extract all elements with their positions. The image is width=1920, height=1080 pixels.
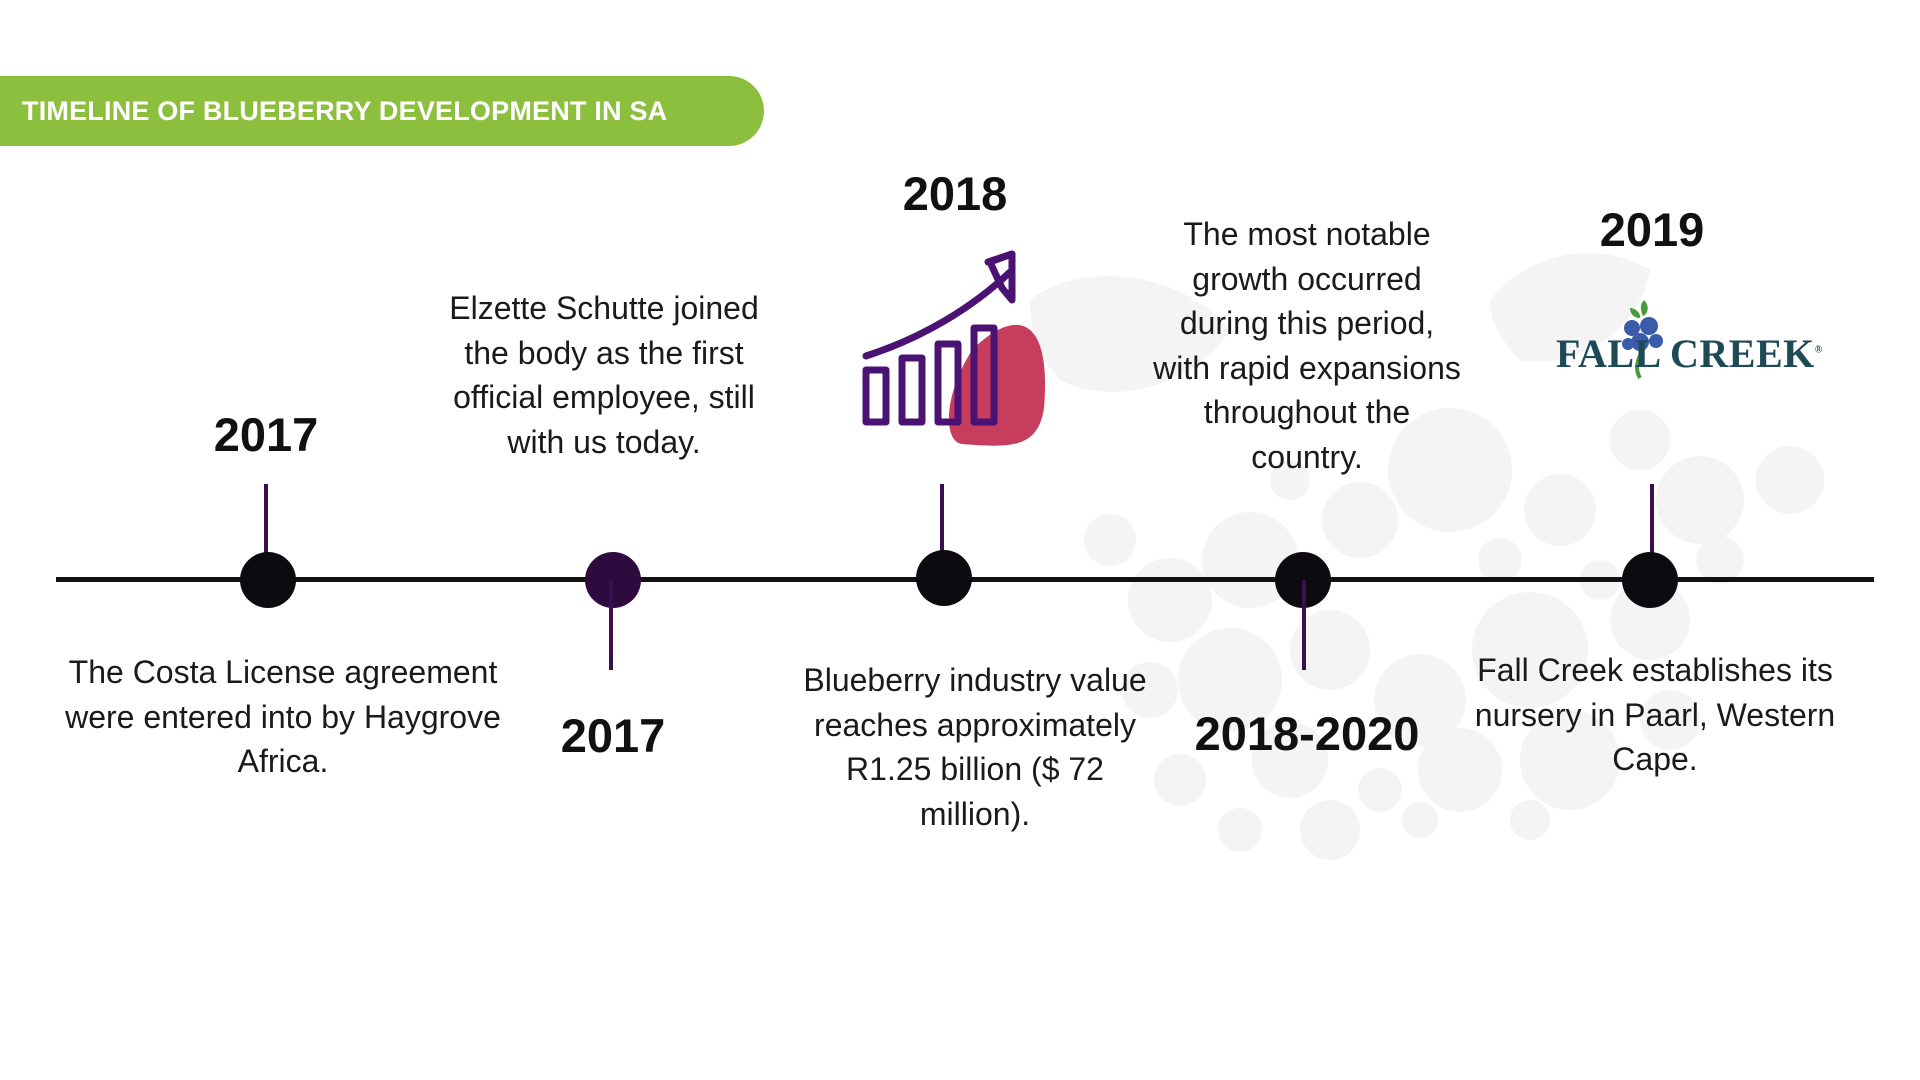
logo-wordmark-text: FALL CREEK (1556, 331, 1815, 376)
event-year: 2017 (213, 408, 319, 461)
event-description: The most notable growth occurred during … (1153, 216, 1461, 475)
event-stem (940, 484, 944, 580)
growth-chart-icon (862, 250, 1046, 446)
page-title: TIMELINE OF BLUEBERRY DEVELOPMENT IN SA (22, 95, 668, 126)
event-stem (1650, 484, 1654, 580)
event-description: The Costa License agreement were entered… (65, 654, 501, 779)
timeline-dot (240, 552, 296, 608)
timeline-dot (1622, 552, 1678, 608)
event-stem (1302, 580, 1306, 670)
timeline-dot (916, 550, 972, 606)
event-year: 2019 (1599, 203, 1705, 256)
event-year: 2018-2020 (1194, 707, 1420, 760)
timeline-dot (585, 552, 641, 608)
event-description: Fall Creek establishes its nursery in Pa… (1474, 652, 1836, 777)
title-banner: TIMELINE OF BLUEBERRY DEVELOPMENT IN SA (0, 76, 764, 146)
event-year: 2017 (560, 709, 666, 762)
fall-creek-wordmark: FALL CREEK® (1556, 331, 1823, 376)
event-year: 2018 (902, 167, 1008, 220)
event-description: Elzette Schutte joined the body as the f… (449, 290, 759, 460)
blueberry-icon (1622, 300, 1663, 380)
event-description: Blueberry industry value reaches approxi… (803, 662, 1147, 832)
event-stem (264, 484, 268, 580)
event-stem (609, 580, 613, 670)
